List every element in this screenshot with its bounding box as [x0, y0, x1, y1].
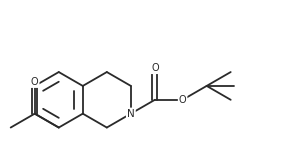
Text: O: O [31, 77, 38, 87]
Text: O: O [151, 63, 159, 73]
Text: O: O [179, 95, 186, 105]
Text: N: N [127, 109, 135, 119]
